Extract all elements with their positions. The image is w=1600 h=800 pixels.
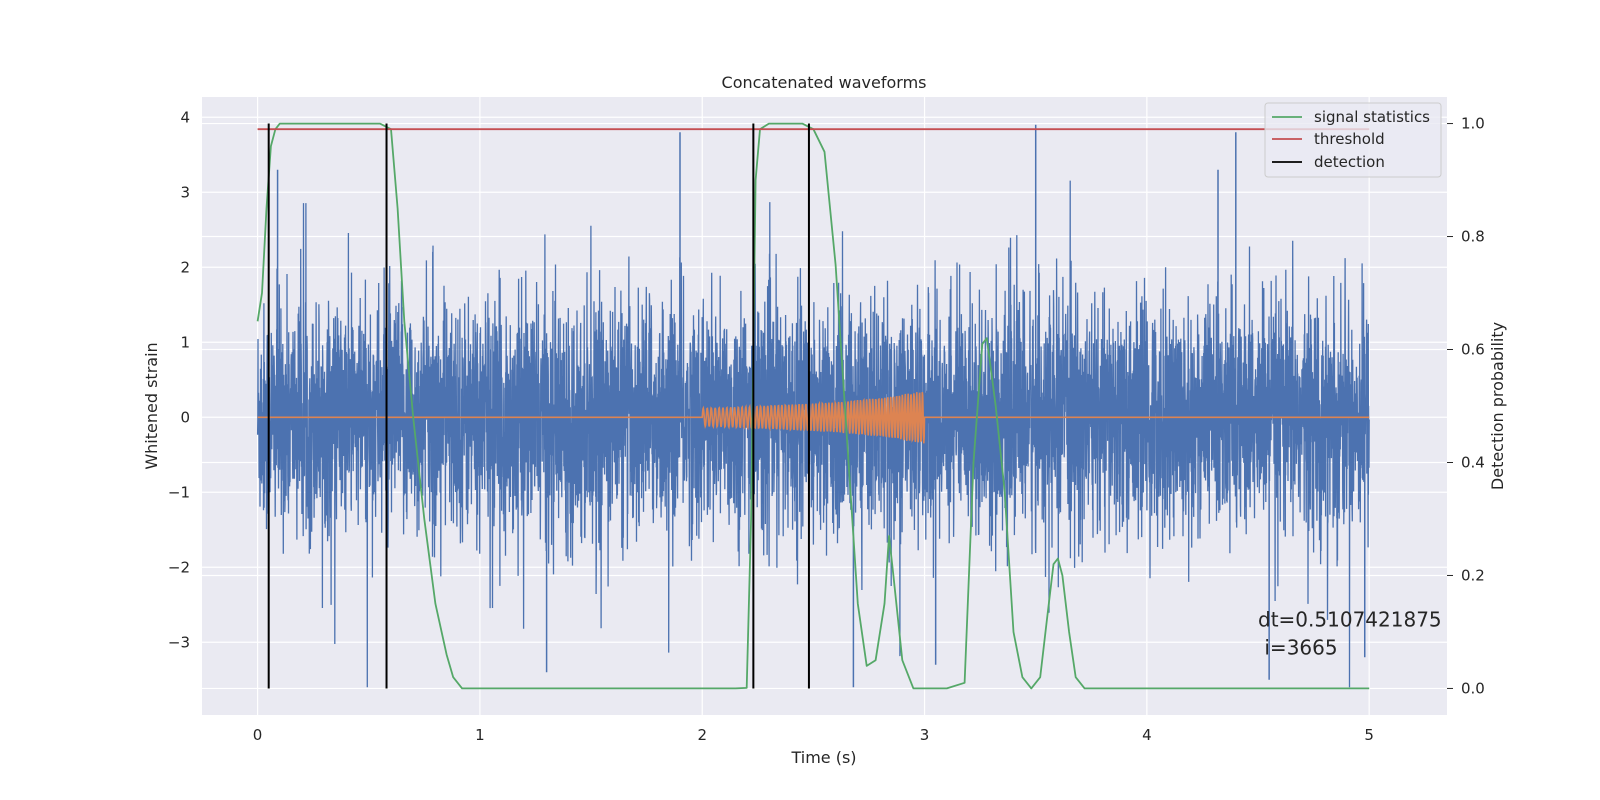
chart-title: Concatenated waveforms [722,73,927,92]
annotation-dt: dt=0.5107421875 [1258,607,1442,631]
y2-tick-label: 0.8 [1461,228,1485,246]
y-tick-label: 1 [180,333,190,351]
y2-tick-label: 1.0 [1461,115,1485,133]
legend-label-threshold: threshold [1314,130,1385,148]
annotation-index: i=3665 [1258,635,1338,659]
injection-series [257,392,1370,444]
y-tick-label: −3 [168,633,190,651]
x-tick-label: 5 [1364,726,1374,744]
y-tick-label: −2 [168,558,190,576]
legend-box [1264,102,1442,178]
y2-tick-label: 0.4 [1461,453,1485,471]
y-tick-label: 3 [180,183,190,201]
series-layer [256,122,1370,690]
y-tick-label: 2 [180,258,190,276]
legend: signal statistics threshold detection [1264,102,1442,178]
legend-label-signal-statistics: signal statistics [1314,108,1430,126]
y2-tick-label: 0.0 [1461,679,1485,697]
x-tick-label: 3 [920,726,930,744]
x-axis-label: Time (s) [790,748,856,767]
y-axis-label: Whitened strain [142,342,161,469]
x-tick-label: 1 [475,726,485,744]
y-tick-label: 0 [180,408,190,426]
ticks-layer: 0 1 2 3 4 5 −3 −2 −1 0 1 2 3 4 0.0 0.2 0.4 0.6 0.8 1.0 [168,108,1485,744]
y-tick-label: 4 [180,108,190,126]
y2-tick-label: 0.6 [1461,341,1485,359]
y2-tick-label: 0.2 [1461,566,1485,584]
x-tick-label: 0 [253,726,263,744]
y-tick-label: −1 [168,483,190,501]
signal-statistics-line [256,122,1370,690]
legend-label-detection: detection [1314,153,1385,171]
x-tick-label: 4 [1142,726,1152,744]
strain-series [256,180,1370,688]
x-tick-label: 2 [697,726,707,744]
y2-axis-label: Detection probability [1488,322,1507,490]
